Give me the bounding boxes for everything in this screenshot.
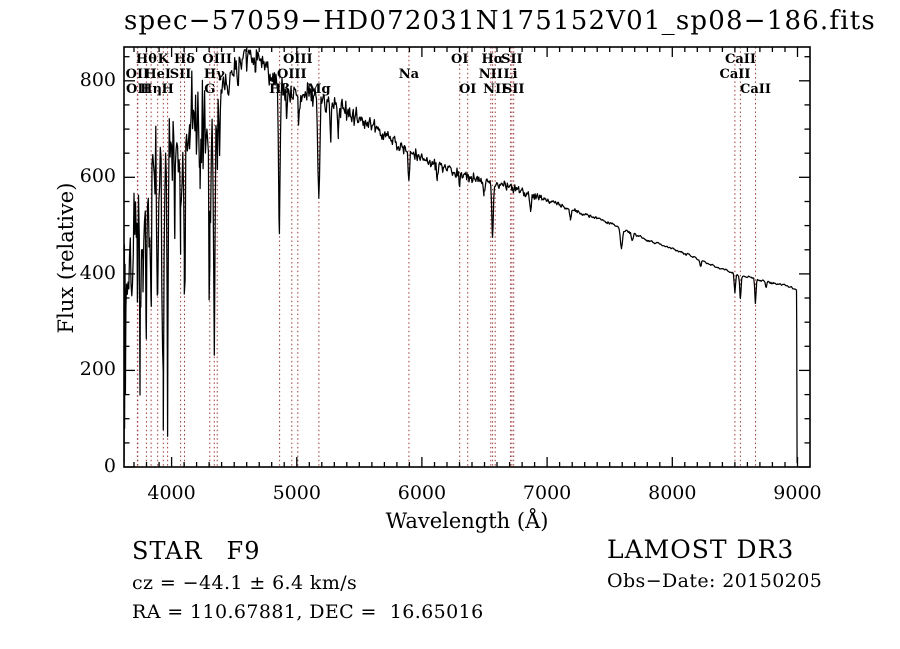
spectral-line-label: K bbox=[157, 52, 169, 67]
spectral-line-label: OIII bbox=[202, 52, 232, 67]
spectral-line-label: Hβ bbox=[269, 82, 291, 97]
plot-frame bbox=[123, 46, 811, 468]
spectral-line-label: Hα bbox=[481, 52, 504, 67]
spectral-line-label: Hγ bbox=[203, 67, 225, 82]
spectral-line-label: CaII bbox=[719, 67, 751, 82]
spectral-line-label: CaII bbox=[740, 82, 771, 97]
y-tick-label: 200 bbox=[79, 358, 116, 381]
spectral-line-label: Li bbox=[503, 67, 518, 82]
x-tick-label: 4000 bbox=[147, 482, 196, 504]
annotation-survey: LAMOST DR3 bbox=[607, 535, 795, 564]
spectral-line-label: H bbox=[161, 82, 174, 97]
annotation-obs-date: Obs−Date: 20150205 bbox=[607, 570, 823, 592]
spectral-line-label: OI bbox=[458, 82, 477, 97]
y-axis-label: Flux (relative) bbox=[54, 182, 78, 334]
object-class: STAR bbox=[132, 537, 203, 565]
spectral-line-label: CaII bbox=[724, 52, 756, 67]
x-tick-label: 8000 bbox=[648, 482, 697, 504]
annotation-ra-dec: RA = 110.67881, DEC = 16.65016 bbox=[132, 601, 484, 623]
annotation-cz: cz = −44.1 ± 6.4 km/s bbox=[132, 572, 358, 594]
object-subclass: F9 bbox=[226, 537, 261, 565]
spectral-line-label: OIII bbox=[276, 67, 307, 82]
x-tick-label: 9000 bbox=[773, 482, 822, 504]
spectral-line-label: HeI bbox=[144, 67, 171, 82]
spectral-line-label: OI bbox=[451, 52, 469, 67]
spectral-line-label: SII bbox=[502, 82, 525, 97]
y-tick-label: 800 bbox=[79, 68, 116, 91]
spectral-line-label: OIII bbox=[282, 52, 313, 67]
spectrum-curve bbox=[123, 49, 798, 464]
y-tick-label: 600 bbox=[79, 165, 116, 188]
x-tick-label: 7000 bbox=[522, 482, 572, 504]
spectral-line-label: NII bbox=[478, 67, 503, 82]
spectral-line-label: SII bbox=[501, 52, 523, 67]
x-tick-label: 5000 bbox=[272, 482, 321, 504]
annotation-classification: STAR F9 bbox=[132, 537, 260, 565]
spectral-line-label: NII bbox=[483, 82, 508, 97]
x-axis-label: Wavelength (Å) bbox=[385, 509, 549, 533]
y-tick-label: 0 bbox=[103, 455, 116, 477]
y-tick-label: 400 bbox=[79, 261, 116, 284]
x-tick-label: 6000 bbox=[397, 482, 447, 504]
spectral-line-label: Hθ bbox=[135, 52, 157, 67]
spectral-line-label: OII bbox=[126, 82, 150, 97]
spectral-line-label: Hη bbox=[140, 82, 162, 97]
spectral-line-label: Na bbox=[398, 67, 420, 82]
spectral-line-label: SII bbox=[169, 67, 192, 82]
spectral-line-label: Mg bbox=[307, 82, 331, 97]
plot-title: spec−57059−HD072031N175152V01_sp08−186.f… bbox=[124, 6, 876, 36]
spectral-line-label: Hδ bbox=[173, 52, 195, 67]
spectral-line-label: OII bbox=[125, 67, 150, 82]
spectral-line-label: G bbox=[204, 82, 216, 97]
